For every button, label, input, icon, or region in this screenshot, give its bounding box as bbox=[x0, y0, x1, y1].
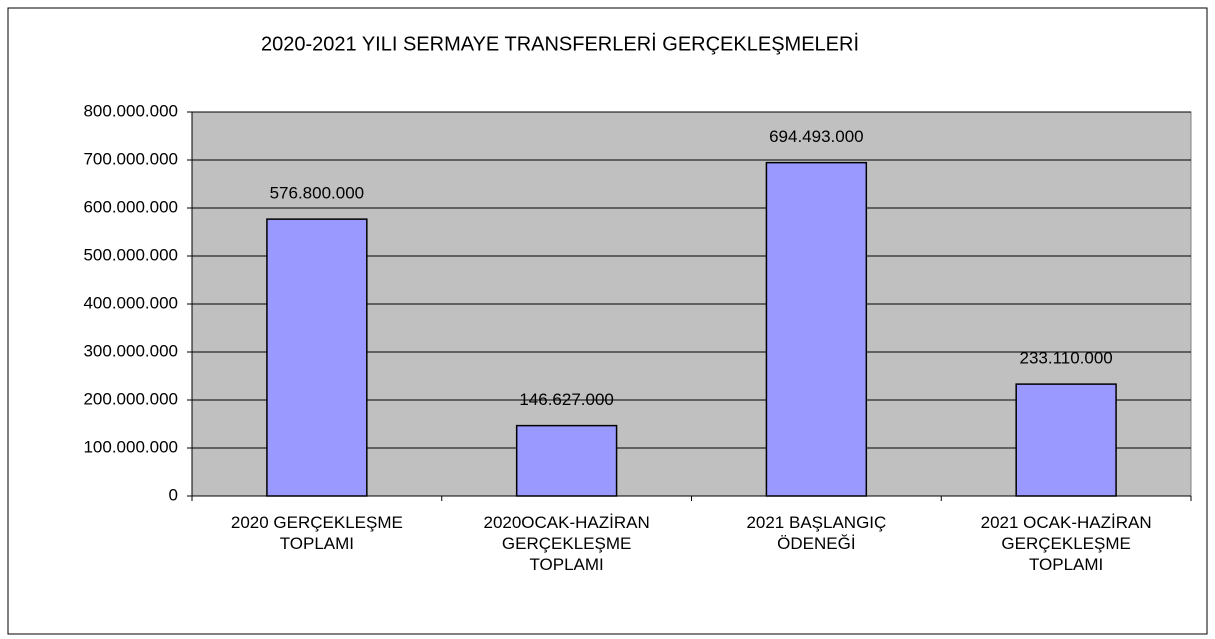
data-label: 233.110.000 bbox=[1019, 349, 1112, 368]
y-tick-label: 0 bbox=[169, 485, 178, 504]
bar bbox=[1015, 383, 1117, 497]
y-tick-label: 200.000.000 bbox=[83, 389, 178, 408]
x-tick-label: 2021 OCAK-HAZİRAN GERÇEKLEŞME TOPLAMI bbox=[980, 513, 1152, 574]
y-tick-label: 300.000.000 bbox=[83, 341, 178, 360]
y-tick-label: 400.000.000 bbox=[83, 293, 178, 312]
bar bbox=[765, 161, 868, 497]
y-tick-label: 100.000.000 bbox=[83, 437, 178, 456]
y-tick-label: 600.000.000 bbox=[83, 197, 178, 216]
y-tick-label: 700.000.000 bbox=[83, 149, 178, 168]
y-tick-label: 800.000.000 bbox=[83, 101, 178, 120]
x-tick-label: 2021 BAŞLANGIÇ ÖDENEĞİ bbox=[746, 513, 887, 553]
data-label: 576.800.000 bbox=[270, 184, 365, 203]
bar bbox=[266, 218, 368, 497]
bar bbox=[515, 424, 618, 497]
x-tick-label: 2020 GERÇEKLEŞME TOPLAMI bbox=[230, 513, 403, 553]
data-label: 694.493.000 bbox=[769, 127, 864, 146]
chart-title: 2020-2021 YILI SERMAYE TRANSFERLERİ GERÇ… bbox=[261, 32, 859, 55]
data-label: 146.627.000 bbox=[519, 390, 614, 409]
y-tick-label: 500.000.000 bbox=[83, 245, 178, 264]
x-tick-label: 2020OCAK-HAZİRAN GERÇEKLEŞME TOPLAMI bbox=[483, 513, 650, 574]
